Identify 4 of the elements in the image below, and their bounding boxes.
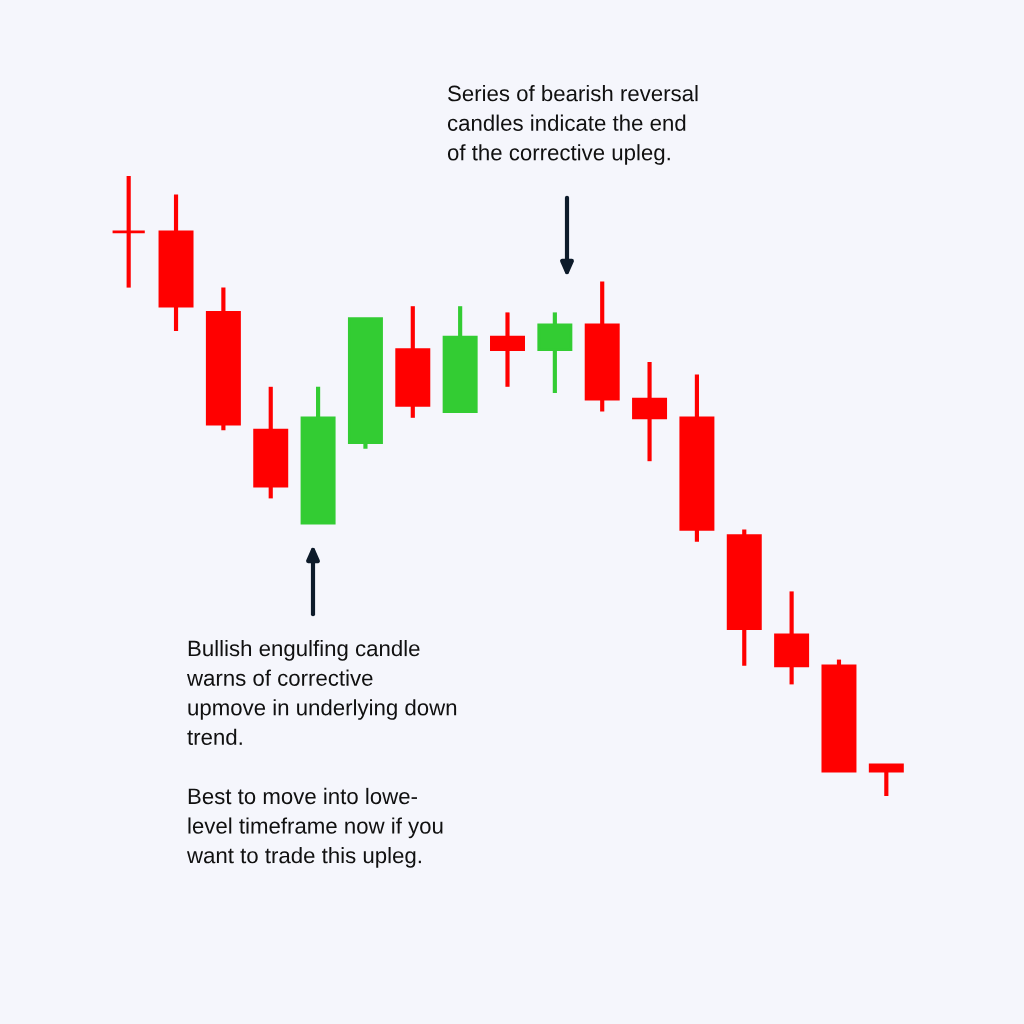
- candlestick: [111, 176, 147, 288]
- candlestick: [490, 312, 525, 387]
- text: Bullish engulfing candle warns of corrective upmove in underlying down trend. Best to move into lowe- level timeframe now if you want to trade this upleg.: [186, 640, 457, 868]
- text: Series of bearish reversal candles indicate the end of the corrective upleg.: [447, 85, 698, 165]
